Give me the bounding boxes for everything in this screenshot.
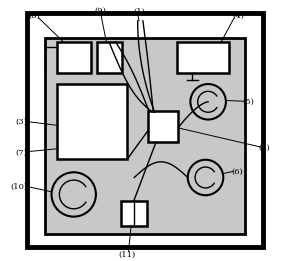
- Bar: [45, 38, 245, 234]
- Text: (7): (7): [16, 149, 27, 157]
- Bar: [57, 42, 91, 73]
- Bar: [27, 13, 263, 247]
- Text: (8): (8): [29, 12, 40, 20]
- Text: (1): (1): [133, 8, 145, 16]
- Text: (9): (9): [94, 7, 106, 14]
- Text: (6): (6): [231, 168, 243, 176]
- Bar: [97, 42, 122, 73]
- Text: (10): (10): [10, 183, 27, 191]
- Text: (5): (5): [243, 98, 255, 106]
- Text: (3): (3): [16, 117, 27, 125]
- Text: (4): (4): [232, 12, 244, 20]
- Text: (2): (2): [258, 144, 270, 151]
- Bar: [177, 42, 229, 73]
- Bar: [121, 201, 147, 226]
- Text: (11): (11): [119, 251, 136, 258]
- Bar: [148, 111, 178, 142]
- Bar: [57, 84, 127, 159]
